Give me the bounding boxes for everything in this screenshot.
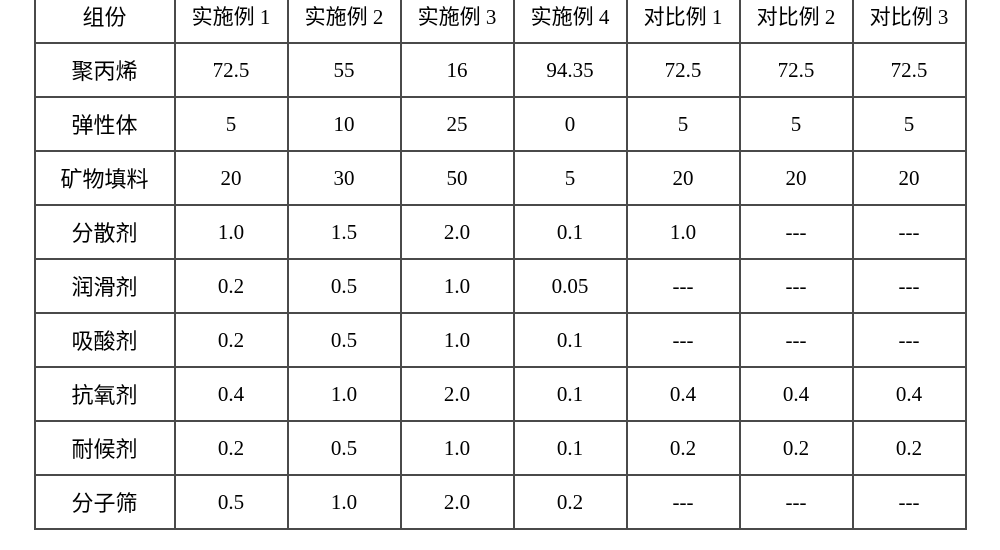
data-cell: 0.2 xyxy=(627,421,740,475)
data-cell: 72.5 xyxy=(175,43,288,97)
table-row: 耐候剂 0.2 0.5 1.0 0.1 0.2 0.2 0.2 xyxy=(35,421,966,475)
header-cell-ex1: 实施例 1 xyxy=(175,0,288,43)
data-cell: 0.1 xyxy=(514,205,627,259)
data-cell: 1.0 xyxy=(175,205,288,259)
data-cell: 20 xyxy=(175,151,288,205)
data-cell: --- xyxy=(853,205,966,259)
data-cell: --- xyxy=(853,259,966,313)
data-cell: --- xyxy=(740,475,853,529)
data-cell: 0.5 xyxy=(175,475,288,529)
data-table: 组份 实施例 1 实施例 2 实施例 3 实施例 4 对比例 1 对比例 2 对… xyxy=(34,0,967,530)
table-row: 矿物填料 20 30 50 5 20 20 20 xyxy=(35,151,966,205)
data-cell: 0.1 xyxy=(514,367,627,421)
header-cell-cmp1: 对比例 1 xyxy=(627,0,740,43)
data-cell: --- xyxy=(627,259,740,313)
data-cell: 2.0 xyxy=(401,475,514,529)
data-cell: --- xyxy=(853,475,966,529)
table-row: 吸酸剂 0.2 0.5 1.0 0.1 --- --- --- xyxy=(35,313,966,367)
data-cell: --- xyxy=(853,313,966,367)
data-cell: 5 xyxy=(514,151,627,205)
data-cell: --- xyxy=(627,475,740,529)
data-cell: 94.35 xyxy=(514,43,627,97)
row-label: 润滑剂 xyxy=(35,259,175,313)
row-label: 抗氧剂 xyxy=(35,367,175,421)
row-label: 耐候剂 xyxy=(35,421,175,475)
data-cell: 72.5 xyxy=(627,43,740,97)
data-cell: 0.2 xyxy=(175,421,288,475)
data-cell: 0.5 xyxy=(288,421,401,475)
row-label: 弹性体 xyxy=(35,97,175,151)
data-cell: 0.2 xyxy=(175,313,288,367)
data-cell: 5 xyxy=(740,97,853,151)
data-cell: 1.0 xyxy=(401,313,514,367)
data-cell: 72.5 xyxy=(853,43,966,97)
header-cell-label: 组份 xyxy=(35,0,175,43)
table-row: 分子筛 0.5 1.0 2.0 0.2 --- --- --- xyxy=(35,475,966,529)
data-cell: 2.0 xyxy=(401,367,514,421)
table-row: 聚丙烯 72.5 55 16 94.35 72.5 72.5 72.5 xyxy=(35,43,966,97)
data-cell: 20 xyxy=(740,151,853,205)
header-cell-ex3: 实施例 3 xyxy=(401,0,514,43)
data-cell: 0 xyxy=(514,97,627,151)
data-cell: 1.0 xyxy=(401,259,514,313)
row-label: 矿物填料 xyxy=(35,151,175,205)
data-cell: 0.1 xyxy=(514,313,627,367)
data-cell: 0.4 xyxy=(853,367,966,421)
header-cell-cmp3: 对比例 3 xyxy=(853,0,966,43)
data-cell: 5 xyxy=(627,97,740,151)
data-cell: 0.5 xyxy=(288,259,401,313)
data-cell: 1.0 xyxy=(288,367,401,421)
data-cell: 20 xyxy=(627,151,740,205)
data-cell: 55 xyxy=(288,43,401,97)
data-cell: 0.05 xyxy=(514,259,627,313)
data-cell: 25 xyxy=(401,97,514,151)
header-cell-cmp2: 对比例 2 xyxy=(740,0,853,43)
data-cell: --- xyxy=(740,205,853,259)
data-cell: 16 xyxy=(401,43,514,97)
data-cell: 50 xyxy=(401,151,514,205)
row-label: 分子筛 xyxy=(35,475,175,529)
data-cell: --- xyxy=(740,313,853,367)
table-container: 组份 实施例 1 实施例 2 实施例 3 实施例 4 对比例 1 对比例 2 对… xyxy=(14,0,987,550)
data-cell: 0.2 xyxy=(175,259,288,313)
data-cell: 1.0 xyxy=(401,421,514,475)
table-row: 润滑剂 0.2 0.5 1.0 0.05 --- --- --- xyxy=(35,259,966,313)
data-cell: 0.1 xyxy=(514,421,627,475)
row-label: 聚丙烯 xyxy=(35,43,175,97)
table-row: 弹性体 5 10 25 0 5 5 5 xyxy=(35,97,966,151)
data-cell: 0.2 xyxy=(740,421,853,475)
data-cell: 20 xyxy=(853,151,966,205)
header-row: 组份 实施例 1 实施例 2 实施例 3 实施例 4 对比例 1 对比例 2 对… xyxy=(35,0,966,43)
data-cell: 5 xyxy=(175,97,288,151)
row-label: 分散剂 xyxy=(35,205,175,259)
table-header: 组份 实施例 1 实施例 2 实施例 3 实施例 4 对比例 1 对比例 2 对… xyxy=(35,0,966,43)
data-cell: 10 xyxy=(288,97,401,151)
data-cell: --- xyxy=(627,313,740,367)
data-cell: --- xyxy=(740,259,853,313)
data-cell: 30 xyxy=(288,151,401,205)
data-cell: 0.2 xyxy=(514,475,627,529)
data-cell: 0.2 xyxy=(853,421,966,475)
data-cell: 1.5 xyxy=(288,205,401,259)
data-cell: 0.4 xyxy=(175,367,288,421)
header-cell-ex2: 实施例 2 xyxy=(288,0,401,43)
header-cell-ex4: 实施例 4 xyxy=(514,0,627,43)
table-body: 聚丙烯 72.5 55 16 94.35 72.5 72.5 72.5 弹性体 … xyxy=(35,43,966,529)
data-cell: 0.4 xyxy=(740,367,853,421)
data-cell: 5 xyxy=(853,97,966,151)
data-cell: 1.0 xyxy=(288,475,401,529)
data-cell: 0.5 xyxy=(288,313,401,367)
row-label: 吸酸剂 xyxy=(35,313,175,367)
data-cell: 72.5 xyxy=(740,43,853,97)
table-row: 抗氧剂 0.4 1.0 2.0 0.1 0.4 0.4 0.4 xyxy=(35,367,966,421)
data-cell: 0.4 xyxy=(627,367,740,421)
data-cell: 1.0 xyxy=(627,205,740,259)
data-cell: 2.0 xyxy=(401,205,514,259)
table-row: 分散剂 1.0 1.5 2.0 0.1 1.0 --- --- xyxy=(35,205,966,259)
